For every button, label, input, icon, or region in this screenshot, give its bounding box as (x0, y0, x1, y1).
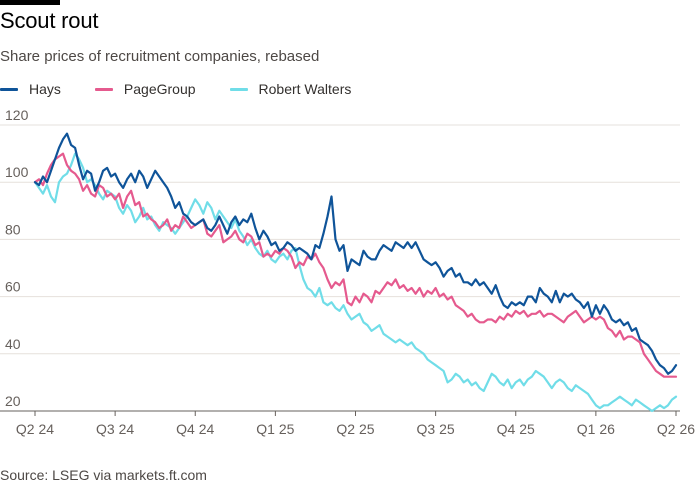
legend-label-pagegroup: PageGroup (123, 81, 196, 97)
legend-swatch-hays (0, 87, 18, 91)
y-tick-label-20: 20 (5, 393, 21, 409)
series-line-pagegroup (33, 152, 678, 378)
y-tick-label-100: 100 (5, 164, 29, 180)
legend-swatch-pagegroup (94, 87, 113, 91)
legend-item-robert-walters: Robert Walters (229, 81, 352, 97)
y-tick-label-120: 120 (5, 107, 29, 123)
y-axis-ticks: 20 40 60 80 100 120 (5, 107, 29, 409)
legend-item-hays: Hays (0, 81, 61, 97)
x-tick-label-q1-25: Q1 25 (256, 421, 294, 437)
series-line-hays (33, 132, 678, 375)
y-tick-label-80: 80 (5, 221, 21, 237)
x-tick-label-q3-25: Q3 25 (417, 421, 455, 437)
line-chart: 20 40 60 80 100 120 Q2 24 Q3 24 Q4 24 Q1 25 Q2 25… (0, 107, 695, 437)
x-tick-label-q1-26: Q1 26 (577, 421, 615, 437)
y-tick-label-40: 40 (5, 336, 21, 352)
chart-legend: Hays PageGroup Robert Walters (0, 78, 385, 100)
y-tick-label-60: 60 (5, 279, 21, 295)
x-axis-ticks: Q2 24 Q3 24 Q4 24 Q1 25 Q2 25 Q3 25 Q4 25 Q1 26… (16, 411, 695, 437)
x-tick-label-q2-24: Q2 24 (16, 421, 54, 437)
x-tick-label-q4-24: Q4 24 (176, 421, 214, 437)
chart-subtitle: Share prices of recruitment companies, r… (0, 48, 320, 65)
chart-title: Scout rout (0, 8, 99, 33)
source-note: Source: LSEG via markets.ft.com (0, 467, 207, 483)
gridlines (0, 124, 680, 412)
series-lines (33, 132, 678, 413)
top-accent-bar (0, 0, 60, 5)
legend-label-robert-walters: Robert Walters (258, 81, 352, 97)
legend-swatch-robert-walters (229, 87, 248, 91)
legend-label-hays: Hays (29, 81, 61, 97)
legend-item-pagegroup: PageGroup (94, 81, 196, 97)
x-tick-label-q2-26: Q2 26 (657, 421, 695, 437)
x-tick-label-q4-25: Q4 25 (497, 421, 535, 437)
x-tick-label-q2-25: Q2 25 (336, 421, 374, 437)
x-tick-label-q3-24: Q3 24 (96, 421, 134, 437)
